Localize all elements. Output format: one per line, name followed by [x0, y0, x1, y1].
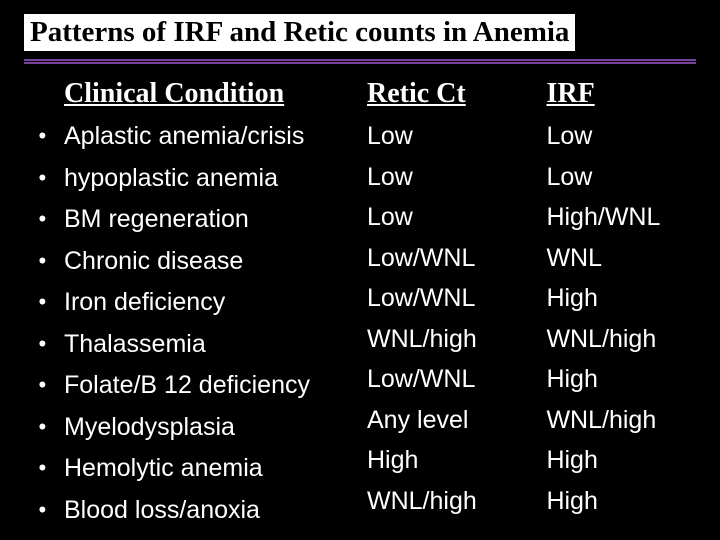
- bullet-icon: •: [38, 366, 64, 407]
- irf-cell: WNL/high: [546, 400, 696, 441]
- table-row: •Thalassemia: [38, 324, 367, 366]
- table-row: •Chronic disease: [38, 241, 367, 283]
- slide-title: Patterns of IRF and Retic counts in Anem…: [24, 14, 575, 51]
- condition-cell: Folate/B 12 deficiency: [64, 365, 310, 406]
- table-row: •Blood loss/anoxia: [38, 490, 367, 532]
- condition-cell: Blood loss/anoxia: [64, 490, 260, 531]
- condition-cell: Myelodysplasia: [64, 407, 235, 448]
- retic-cell: Low: [367, 157, 546, 198]
- condition-cell: Hemolytic anemia: [64, 448, 263, 489]
- retic-cell: Any level: [367, 400, 546, 441]
- condition-cell: Aplastic anemia/crisis: [64, 116, 304, 157]
- column-retic: Retic Ct Low Low Low Low/WNL Low/WNL WNL…: [367, 78, 546, 531]
- bullet-icon: •: [38, 242, 64, 283]
- condition-cell: Thalassemia: [64, 324, 206, 365]
- irf-cell: Low: [546, 157, 696, 198]
- retic-cell: High: [367, 440, 546, 481]
- retic-cell: Low/WNL: [367, 359, 546, 400]
- bullet-icon: •: [38, 117, 64, 158]
- retic-cell: WNL/high: [367, 481, 546, 522]
- table-row: •BM regeneration: [38, 199, 367, 241]
- retic-cell: Low/WNL: [367, 278, 546, 319]
- irf-cell: Low: [546, 116, 696, 157]
- retic-cell: WNL/high: [367, 319, 546, 360]
- bullet-icon: •: [38, 449, 64, 490]
- header-irf: IRF: [546, 78, 696, 110]
- condition-cell: Chronic disease: [64, 241, 243, 282]
- bullet-icon: •: [38, 159, 64, 200]
- table-row: •Hemolytic anemia: [38, 448, 367, 490]
- bullet-icon: •: [38, 200, 64, 241]
- irf-cell: WNL: [546, 238, 696, 279]
- condition-cell: Iron deficiency: [64, 282, 225, 323]
- irf-cell: High: [546, 440, 696, 481]
- bullet-icon: •: [38, 283, 64, 324]
- bullet-icon: •: [38, 491, 64, 532]
- header-retic: Retic Ct: [367, 78, 546, 110]
- table-content: Clinical Condition •Aplastic anemia/cris…: [24, 78, 696, 531]
- column-irf: IRF Low Low High/WNL WNL High WNL/high H…: [546, 78, 696, 531]
- condition-cell: hypoplastic anemia: [64, 158, 278, 199]
- bullet-icon: •: [38, 408, 64, 449]
- irf-cell: High/WNL: [546, 197, 696, 238]
- table-row: •Myelodysplasia: [38, 407, 367, 449]
- slide: Patterns of IRF and Retic counts in Anem…: [0, 0, 720, 540]
- header-condition: Clinical Condition: [38, 78, 367, 110]
- table-row: •Folate/B 12 deficiency: [38, 365, 367, 407]
- irf-cell: High: [546, 278, 696, 319]
- divider-line: [24, 59, 696, 64]
- bullet-icon: •: [38, 325, 64, 366]
- retic-cell: Low: [367, 116, 546, 157]
- retic-cell: Low/WNL: [367, 238, 546, 279]
- irf-cell: High: [546, 359, 696, 400]
- column-condition: Clinical Condition •Aplastic anemia/cris…: [38, 78, 367, 531]
- irf-cell: WNL/high: [546, 319, 696, 360]
- table-row: •Aplastic anemia/crisis: [38, 116, 367, 158]
- condition-cell: BM regeneration: [64, 199, 249, 240]
- retic-cell: Low: [367, 197, 546, 238]
- table-row: •hypoplastic anemia: [38, 158, 367, 200]
- irf-cell: High: [546, 481, 696, 522]
- table-row: •Iron deficiency: [38, 282, 367, 324]
